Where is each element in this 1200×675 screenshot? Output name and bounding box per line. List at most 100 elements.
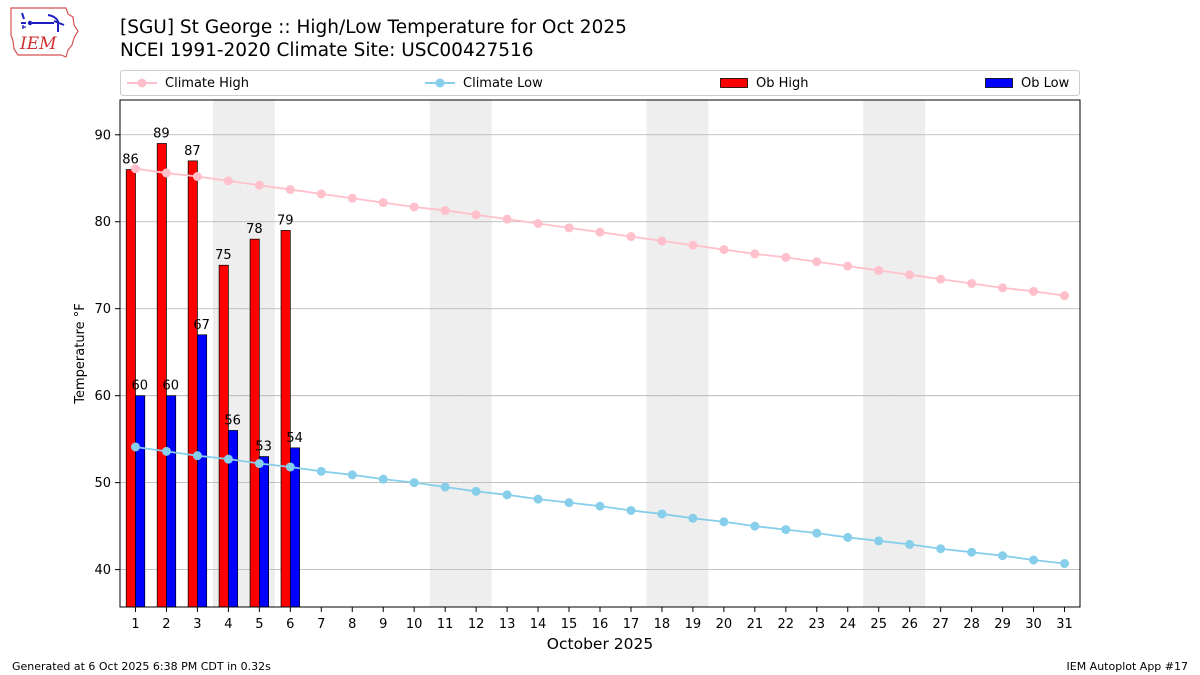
series-point	[905, 270, 915, 280]
ob-high-swatch	[720, 78, 748, 88]
series-point	[750, 521, 760, 531]
series-point	[378, 474, 388, 484]
series-point	[564, 223, 574, 233]
series-point	[1029, 286, 1039, 296]
x-tick-label: 22	[778, 617, 795, 632]
x-tick-label: 14	[530, 617, 547, 632]
y-tick-label: 80	[94, 215, 111, 230]
x-tick-label: 24	[839, 617, 856, 632]
legend-item-climate-low: Climate Low	[425, 71, 543, 95]
x-tick-label: 6	[286, 617, 294, 632]
bar	[166, 395, 177, 608]
series-point	[316, 189, 326, 199]
series-point	[936, 544, 946, 554]
legend-item-ob-low: Ob Low	[985, 71, 1069, 95]
bar	[187, 160, 198, 608]
series-point	[967, 547, 977, 557]
series-point	[812, 528, 822, 538]
weekend-band	[677, 100, 709, 607]
x-tick-label: 18	[654, 617, 671, 632]
series-point	[998, 283, 1008, 293]
series-point	[161, 446, 171, 456]
weekend-band	[429, 100, 461, 607]
climate-low-swatch	[425, 78, 455, 88]
app-credit: IEM Autoplot App #17	[1066, 660, 1189, 673]
series-point	[223, 454, 233, 464]
bar-value-label: 79	[277, 213, 294, 228]
series-point	[812, 257, 822, 267]
x-tick-label: 29	[994, 617, 1011, 632]
bar-value-label: 60	[162, 379, 179, 394]
series-point	[626, 505, 636, 515]
series-point	[564, 498, 574, 508]
bar-value-label: 54	[286, 431, 303, 446]
x-tick-label: 5	[255, 617, 263, 632]
series-point	[192, 172, 202, 182]
x-tick-label: 3	[193, 617, 201, 632]
x-tick-label: 26	[901, 617, 918, 632]
weekend-band	[646, 100, 678, 607]
y-tick-label: 50	[94, 476, 111, 491]
series-point	[781, 525, 791, 535]
y-tick-label: 60	[94, 389, 111, 404]
bar	[228, 430, 239, 608]
legend-label: Ob Low	[1021, 75, 1070, 91]
series-point	[688, 513, 698, 523]
series-point	[657, 509, 667, 519]
series-point	[533, 218, 543, 228]
x-tick-label: 8	[348, 617, 356, 632]
x-tick-label: 1	[131, 617, 139, 632]
x-tick-label: 17	[623, 617, 640, 632]
series-point	[781, 252, 791, 262]
series-point	[688, 240, 698, 250]
series-point	[750, 249, 760, 259]
series-point	[719, 245, 729, 255]
weekend-band	[460, 100, 492, 607]
x-tick-label: 27	[932, 617, 949, 632]
bar-value-label: 78	[246, 222, 263, 237]
bar-value-label: 67	[193, 318, 210, 333]
series-point	[874, 536, 884, 546]
bar	[156, 143, 167, 608]
x-tick-label: 12	[468, 617, 485, 632]
series-point	[471, 486, 481, 496]
bar-value-label: 89	[153, 126, 170, 141]
x-tick-label: 15	[561, 617, 578, 632]
series-point	[161, 168, 171, 178]
x-tick-label: 13	[499, 617, 516, 632]
x-tick-label: 16	[592, 617, 609, 632]
legend: Climate High Climate Low Ob High Ob Low	[120, 70, 1080, 96]
series-point	[409, 202, 419, 212]
series-point	[130, 164, 140, 174]
weekend-band	[863, 100, 895, 607]
chart-title: [SGU] St George :: High/Low Temperature …	[120, 17, 627, 38]
y-tick-label: 70	[94, 302, 111, 317]
series-point	[533, 494, 543, 504]
x-tick-label: 28	[963, 617, 980, 632]
x-tick-label: 20	[716, 617, 733, 632]
series-point	[285, 185, 295, 195]
series-point	[843, 532, 853, 542]
legend-item-ob-high: Ob High	[720, 71, 809, 95]
iem-logo: IEM	[10, 7, 79, 58]
bar-value-label: 60	[131, 379, 148, 394]
weekend-band	[243, 100, 275, 607]
series-point	[130, 442, 140, 452]
series-point	[347, 193, 357, 203]
plot-frame	[119, 99, 1081, 608]
x-tick-label: 7	[317, 617, 325, 632]
y-axis-label: Temperature °F	[73, 303, 88, 404]
weekend-band	[212, 100, 244, 607]
series-point	[378, 198, 388, 208]
series-point	[223, 176, 233, 186]
series-point	[285, 462, 295, 472]
x-tick-label: 31	[1056, 617, 1073, 632]
series-point	[440, 482, 450, 492]
x-tick-label: 2	[162, 617, 170, 632]
legend-label: Climate High	[165, 75, 250, 91]
series-point	[502, 490, 512, 500]
series-point	[626, 232, 636, 242]
ob-low-swatch	[985, 78, 1013, 88]
series-point	[254, 459, 264, 469]
